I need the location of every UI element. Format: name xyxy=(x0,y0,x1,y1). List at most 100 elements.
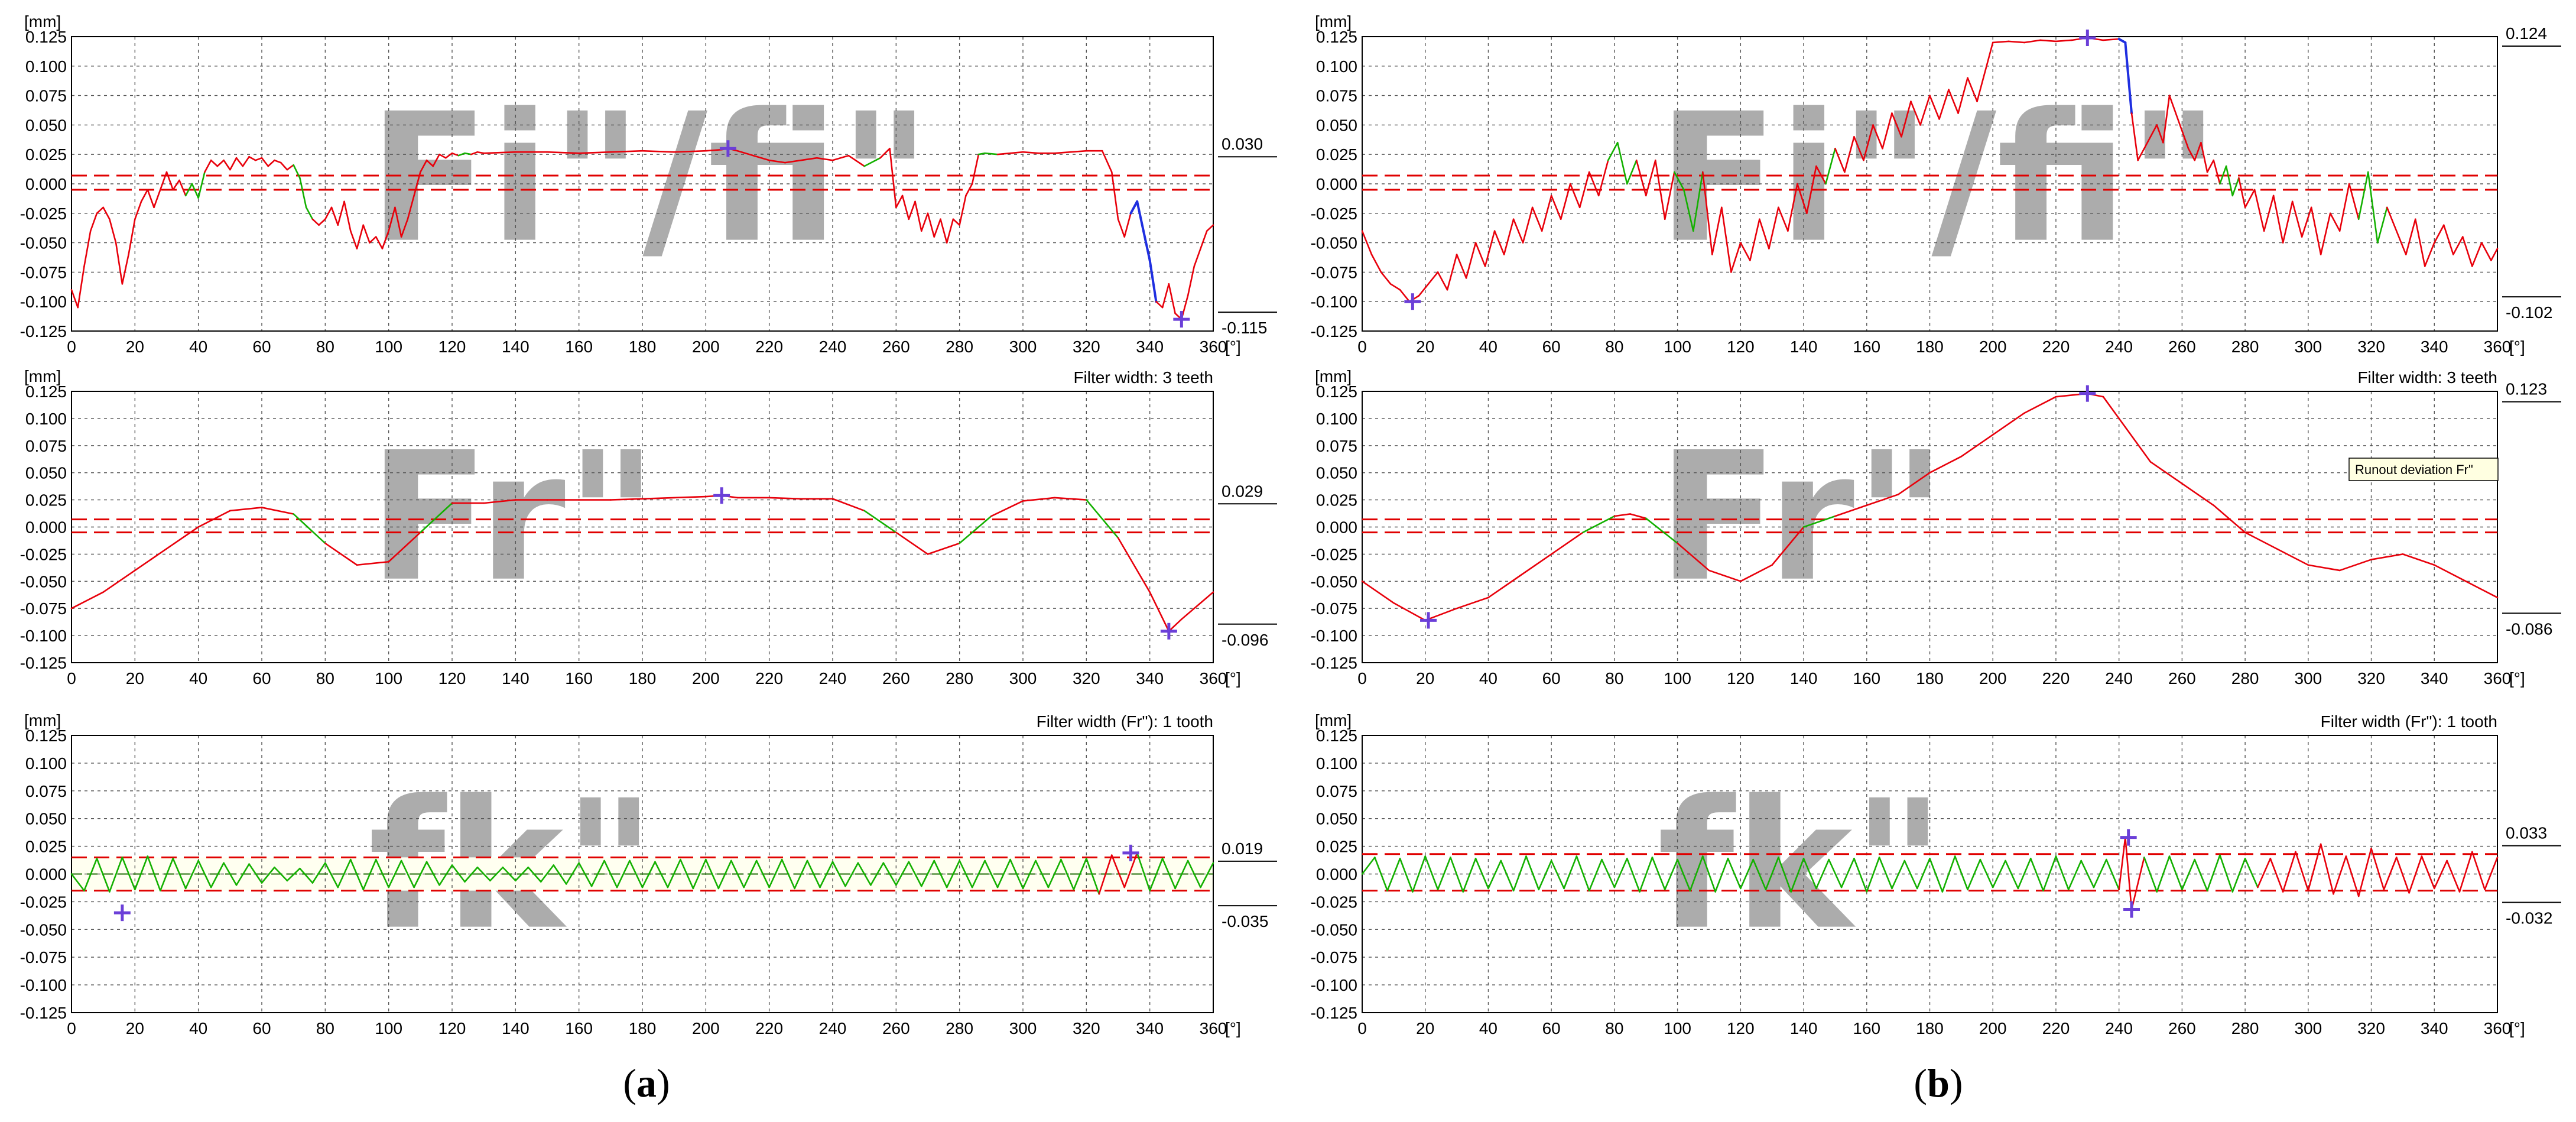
series-segment-b2-13 xyxy=(1740,564,1773,582)
x-tick-b2-1: 20 xyxy=(1416,669,1434,688)
x-tick-a2-3: 60 xyxy=(252,669,271,688)
x-tick-b3-2: 40 xyxy=(1479,1019,1497,1037)
series-segment-a1-115 xyxy=(1148,259,1158,303)
series-segment-a2-2 xyxy=(134,547,168,572)
series-segment-b3-24 xyxy=(1664,858,1678,891)
x-tick-a2-17: 340 xyxy=(1136,669,1164,688)
x-tick-b3-14: 280 xyxy=(2231,1019,2259,1037)
x-tick-b3-12: 240 xyxy=(2105,1019,2133,1037)
runout-tooltip-box xyxy=(2348,458,2499,481)
series-segment-b3-80 xyxy=(2357,848,2372,897)
series-segment-a1-38 xyxy=(311,218,320,226)
runout-tooltip-text: Runout deviation Fr" xyxy=(2355,462,2473,477)
series-segment-b3-34 xyxy=(1790,857,1805,893)
y-tick-b2-8: -0.075 xyxy=(1311,599,1357,618)
series-segment-a3-44 xyxy=(629,860,644,888)
x-tick-a3-4: 80 xyxy=(316,1019,334,1037)
x-tick-b1-15: 300 xyxy=(2294,338,2322,356)
series-segment-b2-18 xyxy=(1897,472,1931,495)
series-segment-a3-70 xyxy=(959,860,973,888)
series-segment-b3-44 xyxy=(1916,857,1931,890)
x-tick-b1-3: 60 xyxy=(1542,338,1561,356)
series-segment-a1-49 xyxy=(381,230,389,249)
series-segment-a1-44 xyxy=(349,230,358,249)
series-segment-a1-43 xyxy=(343,200,352,232)
x-tick-b1-4: 80 xyxy=(1605,338,1623,356)
plot-frame-a1 xyxy=(71,36,1214,332)
series-segment-a3-59 xyxy=(819,861,834,888)
chart-b2: Fr" 0 20 40 60 80 100 120 140 160 180 200 220 240 260 2… xyxy=(1311,367,2561,688)
series-segment-a1-65 xyxy=(483,151,517,154)
series-segment-b1-96 xyxy=(2253,189,2265,232)
min-label-b1: -0.102 xyxy=(2506,303,2552,322)
x-tick-b2-15: 300 xyxy=(2294,669,2322,688)
y-tick-a1-8: -0.075 xyxy=(20,263,67,281)
series-segment-b2-37 xyxy=(2465,580,2499,599)
series-segment-b1-10 xyxy=(1456,254,1467,279)
series-segment-a3-89 xyxy=(1200,862,1214,888)
series-segment-b3-73 xyxy=(2269,857,2284,893)
extreme-marker-a3-1 xyxy=(1122,844,1139,861)
x-tick-b2-12: 240 xyxy=(2105,669,2133,688)
series-segment-a3-23 xyxy=(362,858,377,891)
series-segment-a1-8 xyxy=(121,254,129,285)
series-segment-a1-82 xyxy=(847,154,865,167)
series-segment-a1-106 xyxy=(1070,150,1087,153)
series-segment-b1-23 xyxy=(1578,171,1590,209)
series-segment-a1-2 xyxy=(83,230,92,267)
series-segment-b3-85 xyxy=(2421,855,2435,890)
series-segment-b3-72 xyxy=(2257,857,2272,888)
series-segment-b2-4 xyxy=(1487,575,1521,599)
series-segment-a1-23 xyxy=(216,159,225,167)
x-tick-a1-4: 80 xyxy=(316,338,334,356)
series-segment-a1-96 xyxy=(959,194,967,226)
chart-b1: Fi"/fi" 0 20 40 60 80 100 120 140 160 180 200 220 240… xyxy=(1311,12,2561,356)
y-tick-b2-0: 0.125 xyxy=(1316,382,1357,401)
series-segment-b1-38 xyxy=(1721,206,1732,273)
series-segment-a3-77 xyxy=(1047,858,1062,888)
y-tick-a2-0: 0.125 xyxy=(25,382,67,401)
x-tick-a3-7: 140 xyxy=(502,1019,530,1037)
y-tick-a3-1: 0.100 xyxy=(25,754,67,773)
series-segment-a3-78 xyxy=(1060,858,1075,891)
series-segment-a1-111 xyxy=(1123,212,1132,238)
series-segment-a1-42 xyxy=(337,200,345,226)
max-label-a1: 0.030 xyxy=(1222,135,1263,153)
series-segment-a1-77 xyxy=(768,159,786,164)
series-segment-a2-34 xyxy=(1117,537,1151,593)
series-segment-a3-22 xyxy=(349,858,365,891)
series-segment-a1-4 xyxy=(96,206,104,215)
series-segment-b3-89 xyxy=(2471,851,2486,891)
series-segment-b3-79 xyxy=(2345,855,2360,897)
series-segment-b1-1 xyxy=(1370,254,1382,273)
series-segment-a3-79 xyxy=(1073,857,1087,891)
series-segment-b3-55 xyxy=(2055,855,2070,891)
series-segment-b1-11 xyxy=(1465,242,1477,279)
x-tick-b1-5: 100 xyxy=(1664,338,1691,356)
series-segment-a2-10 xyxy=(388,531,421,563)
series-segment-a1-55 xyxy=(420,159,428,173)
max-label-a2: 0.029 xyxy=(1222,482,1263,500)
series-segment-b3-14 xyxy=(1538,860,1552,891)
series-segment-a3-28 xyxy=(425,861,440,886)
series-segment-a3-67 xyxy=(920,860,935,887)
x-tick-b2-6: 120 xyxy=(1727,669,1755,688)
x-tick-b1-6: 120 xyxy=(1727,338,1755,356)
series-segment-a1-110 xyxy=(1117,218,1126,238)
series-segment-a1-30 xyxy=(261,157,269,167)
series-segment-b1-3 xyxy=(1389,283,1401,291)
x-tick-a3-12: 240 xyxy=(819,1019,847,1037)
series-segment-b3-38 xyxy=(1840,857,1855,888)
series-segment-a1-7 xyxy=(115,242,124,285)
extreme-marker-a1-0 xyxy=(719,140,736,157)
x-tick-a3-18: 360 xyxy=(1200,1019,1227,1037)
series-segment-b1-20 xyxy=(1550,194,1562,220)
x-tick-b3-4: 80 xyxy=(1605,1019,1623,1037)
x-tick-b3-18: 360 xyxy=(2484,1019,2512,1037)
x-tick-b3-15: 300 xyxy=(2294,1019,2322,1037)
series-segment-b1-66 xyxy=(1986,41,1994,67)
series-segment-a3-5 xyxy=(134,855,149,891)
x-tick-b3-16: 320 xyxy=(2357,1019,2385,1037)
series-segment-a1-0 xyxy=(70,288,79,309)
x-tick-b3-17: 340 xyxy=(2421,1019,2448,1037)
